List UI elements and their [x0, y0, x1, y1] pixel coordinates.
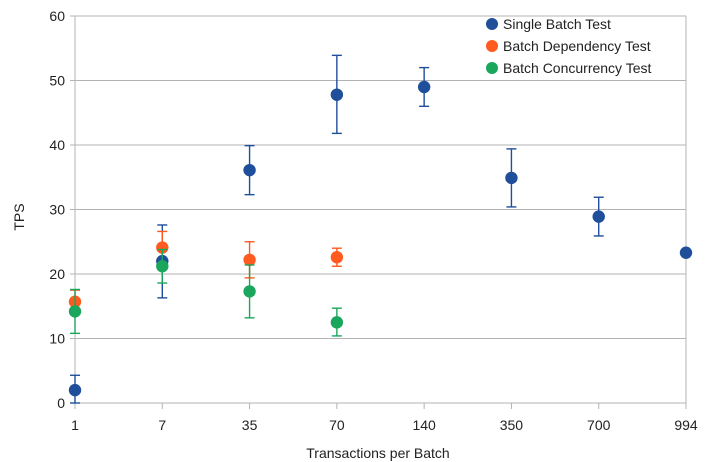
data-point [156, 241, 169, 254]
legend-marker [486, 62, 498, 74]
axes: 0 10 20 30 40 50 60 1 7 35 70 140 350 700 994 [49, 8, 697, 433]
x-tick-label: 140 [412, 417, 436, 433]
legend: Single Batch Test Batch Dependency Test Ba… [486, 16, 651, 76]
x-tick-label: 994 [674, 417, 698, 433]
y-tick-label: 40 [49, 137, 65, 153]
data-point [156, 260, 169, 273]
data-point [68, 305, 82, 318]
legend-marker [486, 18, 498, 30]
data-point [417, 80, 431, 94]
legend-label: Single Batch Test [503, 16, 611, 32]
x-tick-label: 7 [158, 417, 166, 433]
series-single-batch-test [68, 54, 693, 404]
y-tick-label: 30 [49, 202, 65, 218]
x-tick-label: 1 [71, 417, 79, 433]
x-tick-label: 70 [329, 417, 345, 433]
data-point [505, 171, 518, 185]
data-point [68, 383, 82, 397]
legend-label: Batch Dependency Test [503, 38, 651, 54]
gridlines [75, 15, 686, 404]
series-marks [68, 54, 693, 404]
y-tick-label: 0 [57, 395, 65, 411]
y-tick-label: 50 [49, 73, 65, 89]
series-batch-concurrency-test [68, 248, 344, 337]
x-tick-label: 700 [587, 417, 611, 433]
data-point [330, 316, 344, 329]
y-tick-label: 60 [49, 8, 65, 24]
y-tick-label: 20 [49, 266, 65, 282]
data-point [330, 251, 344, 264]
data-point [592, 210, 605, 223]
data-point [330, 88, 344, 101]
series-batch-dependency-test [68, 230, 344, 315]
data-point [243, 253, 256, 267]
x-tick-label: 35 [242, 417, 258, 433]
data-point [679, 246, 693, 259]
y-tick-label: 10 [49, 331, 65, 347]
data-point [243, 163, 256, 177]
data-point [243, 285, 256, 298]
x-axis-title: Transactions per Batch [306, 445, 449, 461]
y-axis-title: TPS [11, 203, 27, 230]
x-tick-label: 350 [500, 417, 524, 433]
legend-label: Batch Concurrency Test [503, 60, 651, 76]
legend-marker [486, 40, 498, 52]
